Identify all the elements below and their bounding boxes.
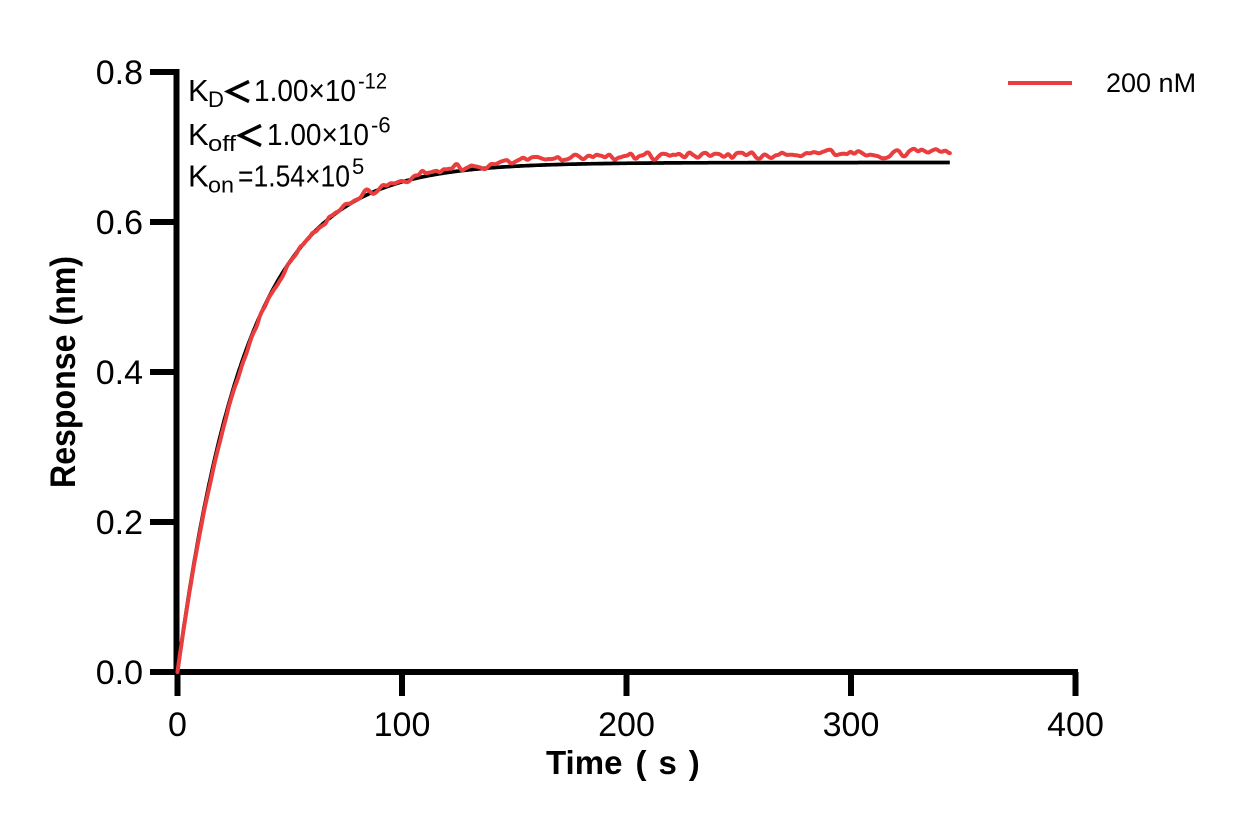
svg-text:Response (nm): Response (nm) [44,256,83,488]
svg-text:-6: -6 [371,113,391,138]
svg-text:0.2: 0.2 [96,504,143,542]
svg-text:0: 0 [168,706,187,744]
svg-text:on: on [208,173,234,198]
svg-text:1.00×10: 1.00×10 [254,73,356,108]
svg-text:K: K [188,73,209,108]
svg-text:200: 200 [598,706,655,744]
svg-text:=1.54×10: =1.54×10 [238,159,350,194]
svg-text:400: 400 [1047,706,1104,744]
svg-text:1.00×10: 1.00×10 [267,117,369,152]
svg-text:100: 100 [374,706,431,744]
svg-text:K: K [188,159,209,194]
svg-text:D: D [208,87,224,112]
svg-text:off: off [208,131,237,156]
svg-text:0.6: 0.6 [96,204,143,242]
svg-text:200 nM: 200 nM [1106,68,1196,98]
svg-text:0.0: 0.0 [96,654,143,692]
svg-text:-12: -12 [358,69,387,94]
svg-text:0.8: 0.8 [96,54,143,92]
svg-text:300: 300 [823,706,880,744]
svg-text:5: 5 [352,154,364,179]
svg-text:0.4: 0.4 [96,354,143,392]
svg-text:K: K [188,117,209,152]
